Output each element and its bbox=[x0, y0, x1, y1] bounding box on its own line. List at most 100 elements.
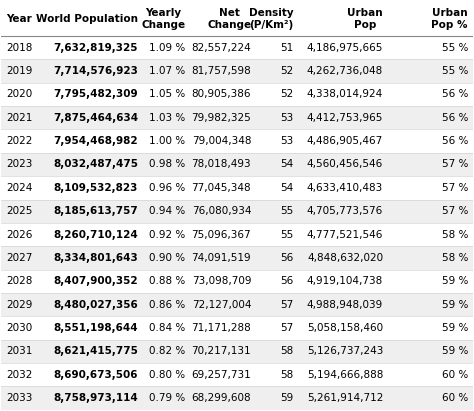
Text: 76,080,934: 76,080,934 bbox=[191, 206, 251, 216]
Text: Yearly
Change: Yearly Change bbox=[141, 8, 185, 30]
Text: 8,185,613,757: 8,185,613,757 bbox=[53, 206, 138, 216]
Text: 5,058,158,460: 5,058,158,460 bbox=[307, 323, 383, 333]
Text: 59 %: 59 % bbox=[441, 300, 468, 309]
Text: 55 %: 55 % bbox=[441, 43, 468, 53]
Text: 59 %: 59 % bbox=[441, 276, 468, 286]
Text: Urban
Pop %: Urban Pop % bbox=[431, 8, 468, 30]
Text: 0.82 %: 0.82 % bbox=[149, 346, 185, 356]
Text: 7,954,468,982: 7,954,468,982 bbox=[54, 136, 138, 146]
Text: 8,109,532,823: 8,109,532,823 bbox=[54, 183, 138, 193]
Text: 51: 51 bbox=[280, 43, 293, 53]
Bar bbox=[1, 83, 473, 106]
Text: 80,905,386: 80,905,386 bbox=[191, 90, 251, 99]
Bar bbox=[1, 270, 473, 293]
Text: 54: 54 bbox=[280, 159, 293, 169]
Text: 0.88 %: 0.88 % bbox=[149, 276, 185, 286]
Text: 4,486,905,467: 4,486,905,467 bbox=[307, 136, 383, 146]
Bar bbox=[1, 199, 473, 223]
Text: 2030: 2030 bbox=[6, 323, 32, 333]
Bar bbox=[1, 316, 473, 339]
Text: 7,714,576,923: 7,714,576,923 bbox=[53, 66, 138, 76]
Text: 7,875,464,634: 7,875,464,634 bbox=[53, 113, 138, 123]
Bar bbox=[1, 106, 473, 129]
Text: 2022: 2022 bbox=[6, 136, 33, 146]
Text: 0.96 %: 0.96 % bbox=[149, 183, 185, 193]
Text: Density
(P/Km²): Density (P/Km²) bbox=[249, 8, 293, 30]
Text: 57 %: 57 % bbox=[441, 206, 468, 216]
Text: 8,621,415,775: 8,621,415,775 bbox=[53, 346, 138, 356]
Text: 2025: 2025 bbox=[6, 206, 33, 216]
Text: 56 %: 56 % bbox=[441, 113, 468, 123]
Text: 2020: 2020 bbox=[6, 90, 32, 99]
Text: 8,758,973,114: 8,758,973,114 bbox=[53, 393, 138, 403]
Text: 0.90 %: 0.90 % bbox=[149, 253, 185, 263]
Text: 1.05 %: 1.05 % bbox=[149, 90, 185, 99]
Text: 5,261,914,712: 5,261,914,712 bbox=[307, 393, 383, 403]
Text: 8,551,198,644: 8,551,198,644 bbox=[54, 323, 138, 333]
Text: 4,777,521,546: 4,777,521,546 bbox=[307, 229, 383, 240]
Bar bbox=[1, 153, 473, 176]
Text: 54: 54 bbox=[280, 183, 293, 193]
Text: 5,194,666,888: 5,194,666,888 bbox=[307, 369, 383, 380]
Bar bbox=[1, 386, 473, 410]
Text: 8,407,900,352: 8,407,900,352 bbox=[54, 276, 138, 286]
Text: 0.92 %: 0.92 % bbox=[149, 229, 185, 240]
Text: 8,480,027,356: 8,480,027,356 bbox=[53, 300, 138, 309]
Text: 2031: 2031 bbox=[6, 346, 33, 356]
Text: 2024: 2024 bbox=[6, 183, 33, 193]
Text: 0.79 %: 0.79 % bbox=[149, 393, 185, 403]
Text: 82,557,224: 82,557,224 bbox=[191, 43, 251, 53]
Bar bbox=[1, 1, 473, 36]
Bar bbox=[1, 363, 473, 386]
Text: 52: 52 bbox=[280, 90, 293, 99]
Text: 4,186,975,665: 4,186,975,665 bbox=[307, 43, 383, 53]
Text: 8,032,487,475: 8,032,487,475 bbox=[53, 159, 138, 169]
Text: 1.09 %: 1.09 % bbox=[149, 43, 185, 53]
Text: 58 %: 58 % bbox=[441, 229, 468, 240]
Text: 57 %: 57 % bbox=[441, 159, 468, 169]
Bar bbox=[1, 223, 473, 246]
Text: 4,919,104,738: 4,919,104,738 bbox=[307, 276, 383, 286]
Text: 56: 56 bbox=[280, 253, 293, 263]
Text: 60 %: 60 % bbox=[442, 369, 468, 380]
Bar bbox=[1, 339, 473, 363]
Text: 58: 58 bbox=[280, 346, 293, 356]
Text: 56 %: 56 % bbox=[441, 90, 468, 99]
Text: 79,004,348: 79,004,348 bbox=[191, 136, 251, 146]
Text: 53: 53 bbox=[280, 113, 293, 123]
Text: 57: 57 bbox=[280, 323, 293, 333]
Text: 58: 58 bbox=[280, 369, 293, 380]
Text: 8,260,710,124: 8,260,710,124 bbox=[53, 229, 138, 240]
Bar bbox=[1, 176, 473, 199]
Text: Urban
Pop: Urban Pop bbox=[347, 8, 383, 30]
Text: 68,299,608: 68,299,608 bbox=[191, 393, 251, 403]
Bar bbox=[1, 246, 473, 270]
Text: 74,091,519: 74,091,519 bbox=[191, 253, 251, 263]
Text: 4,338,014,924: 4,338,014,924 bbox=[307, 90, 383, 99]
Text: 4,412,753,965: 4,412,753,965 bbox=[307, 113, 383, 123]
Text: 56: 56 bbox=[280, 276, 293, 286]
Text: 71,171,288: 71,171,288 bbox=[191, 323, 251, 333]
Text: 59 %: 59 % bbox=[441, 323, 468, 333]
Text: 72,127,004: 72,127,004 bbox=[191, 300, 251, 309]
Text: 2029: 2029 bbox=[6, 300, 33, 309]
Text: 55: 55 bbox=[280, 229, 293, 240]
Text: 2033: 2033 bbox=[6, 393, 33, 403]
Text: 0.84 %: 0.84 % bbox=[149, 323, 185, 333]
Text: 2026: 2026 bbox=[6, 229, 33, 240]
Text: 73,098,709: 73,098,709 bbox=[191, 276, 251, 286]
Text: 4,988,948,039: 4,988,948,039 bbox=[307, 300, 383, 309]
Text: 4,848,632,020: 4,848,632,020 bbox=[307, 253, 383, 263]
Text: 78,018,493: 78,018,493 bbox=[191, 159, 251, 169]
Text: 59 %: 59 % bbox=[441, 346, 468, 356]
Text: 1.03 %: 1.03 % bbox=[149, 113, 185, 123]
Text: 2028: 2028 bbox=[6, 276, 33, 286]
Text: 0.80 %: 0.80 % bbox=[149, 369, 185, 380]
Text: 53: 53 bbox=[280, 136, 293, 146]
Text: 81,757,598: 81,757,598 bbox=[191, 66, 251, 76]
Text: 2032: 2032 bbox=[6, 369, 33, 380]
Text: 69,257,731: 69,257,731 bbox=[191, 369, 251, 380]
Bar bbox=[1, 36, 473, 60]
Text: 60 %: 60 % bbox=[442, 393, 468, 403]
Text: 55: 55 bbox=[280, 206, 293, 216]
